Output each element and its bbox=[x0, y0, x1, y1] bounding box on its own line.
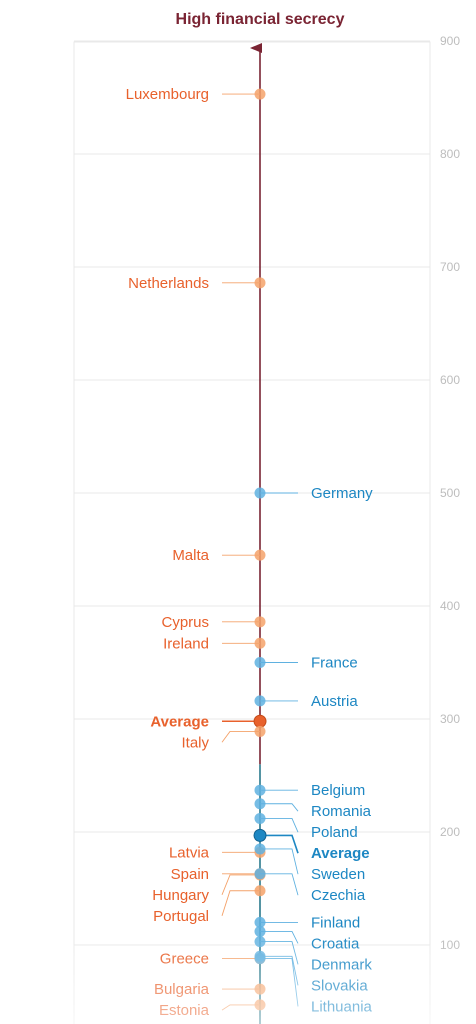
data-label: Finland bbox=[311, 914, 360, 931]
data-point bbox=[254, 983, 266, 995]
y-tick-label: 900 bbox=[440, 34, 460, 48]
y-tick-label: 500 bbox=[440, 486, 460, 500]
data-label: Hungary bbox=[152, 887, 209, 904]
data-point bbox=[254, 657, 266, 668]
leader-line bbox=[260, 803, 299, 812]
y-tick-label: 400 bbox=[440, 599, 460, 613]
data-label: Netherlands bbox=[128, 275, 209, 292]
data-label: Spain bbox=[171, 866, 209, 883]
y-tick-label: 700 bbox=[440, 260, 460, 274]
data-point bbox=[254, 936, 266, 948]
data-point bbox=[254, 637, 266, 649]
data-label: Portugal bbox=[153, 908, 209, 925]
data-label: Belgium bbox=[311, 782, 365, 799]
data-point bbox=[254, 549, 266, 561]
data-point bbox=[254, 784, 266, 796]
data-label: Slovakia bbox=[311, 977, 368, 994]
y-tick-label: 100 bbox=[440, 938, 460, 952]
data-point bbox=[254, 925, 266, 937]
data-point bbox=[254, 88, 266, 100]
data-point bbox=[254, 885, 266, 897]
data-label: Greece bbox=[160, 951, 209, 968]
leader-line bbox=[221, 1004, 260, 1011]
leader-line bbox=[221, 730, 260, 743]
data-label: Germany bbox=[311, 485, 373, 502]
data-point bbox=[254, 725, 266, 737]
y-tick-label: 300 bbox=[440, 712, 460, 726]
data-label: Czechia bbox=[311, 887, 366, 904]
plot-frame bbox=[73, 41, 431, 1024]
leader-line bbox=[260, 848, 299, 875]
data-points: Luxembourg Netherlands Malta Cyprus Ireland A… bbox=[126, 86, 374, 1024]
data-label: Romania bbox=[311, 803, 372, 820]
data-point bbox=[254, 695, 266, 707]
data-point bbox=[253, 714, 267, 728]
leader-line bbox=[260, 817, 299, 833]
data-label: Malta bbox=[172, 547, 209, 564]
data-label: Latvia bbox=[169, 844, 210, 861]
y-ticks: 100 200 300 400 500 600 700 800 900 bbox=[440, 34, 460, 952]
data-point bbox=[254, 616, 266, 628]
leader-line bbox=[260, 958, 299, 1007]
leader-line bbox=[221, 890, 260, 916]
data-point bbox=[254, 277, 266, 289]
data-label: Poland bbox=[311, 824, 358, 841]
data-label: Croatia bbox=[311, 935, 360, 952]
leader-line bbox=[221, 874, 260, 895]
grid bbox=[73, 40, 431, 1024]
data-label: Bulgaria bbox=[154, 981, 210, 998]
data-label: Luxembourg bbox=[126, 86, 209, 103]
data-point bbox=[254, 916, 266, 928]
data-label: Lithuania bbox=[311, 998, 373, 1015]
chart-title: High financial secrecy bbox=[176, 11, 345, 28]
data-label: Average bbox=[311, 845, 370, 862]
leader-line bbox=[260, 873, 299, 896]
data-label: Sweden bbox=[311, 866, 365, 883]
data-point bbox=[254, 487, 266, 499]
y-tick-label: 800 bbox=[440, 147, 460, 161]
data-label: Denmark bbox=[311, 956, 372, 973]
data-label: Average bbox=[150, 713, 209, 730]
data-label: Ireland bbox=[163, 635, 209, 652]
y-tick-label: 600 bbox=[440, 373, 460, 387]
data-point bbox=[253, 828, 267, 842]
data-point bbox=[254, 999, 266, 1011]
data-point bbox=[254, 843, 266, 855]
data-label: Estonia bbox=[159, 1002, 210, 1019]
leader-line bbox=[260, 834, 299, 854]
data-point bbox=[254, 868, 266, 880]
data-label: Cyprus bbox=[161, 614, 209, 631]
data-point bbox=[254, 812, 266, 824]
data-point bbox=[254, 953, 266, 965]
data-point bbox=[254, 798, 266, 810]
y-tick-label: 200 bbox=[440, 825, 460, 839]
data-label: Italy bbox=[181, 734, 209, 751]
data-label: France bbox=[311, 655, 358, 672]
data-label: Austria bbox=[311, 693, 358, 710]
